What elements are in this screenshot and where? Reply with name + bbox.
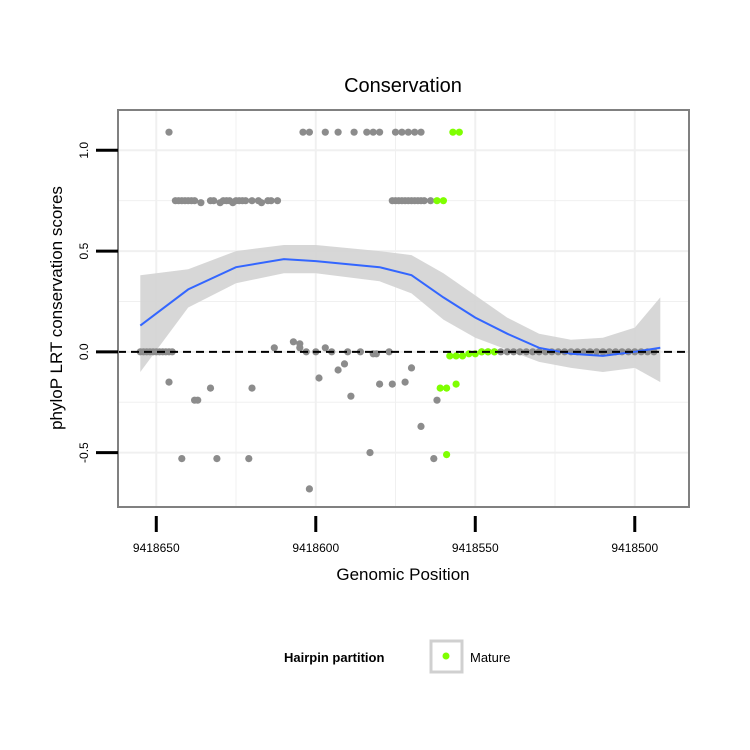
x-axis-title: Genomic Position: [336, 565, 469, 584]
mature-point: [478, 348, 486, 356]
confidence-ribbon: [140, 245, 661, 383]
other-point: [427, 197, 435, 205]
confidence-ribbon-layer: [140, 245, 661, 383]
other-point: [401, 378, 409, 386]
other-point: [165, 128, 173, 136]
smooth-line-layer: [139, 258, 661, 357]
x-tick-label: 9418600: [292, 541, 339, 555]
mature-point: [436, 384, 444, 392]
panel-background: [118, 110, 689, 507]
plot-panel: [117, 109, 690, 508]
y-axis: -0.5 0.0 0.5 1.0: [77, 142, 118, 463]
mature-point: [452, 352, 460, 360]
other-point: [340, 360, 349, 368]
other-point: [503, 348, 511, 356]
other-point: [388, 380, 396, 388]
x-tick-label: 9418500: [611, 541, 658, 555]
other-point: [411, 128, 419, 136]
other-point: [347, 392, 355, 400]
other-point: [273, 197, 282, 205]
other-point: [366, 449, 374, 457]
other-point: [350, 128, 358, 136]
other-point: [248, 384, 256, 392]
other-point: [334, 128, 342, 136]
legend-item-label: Mature: [470, 650, 510, 665]
other-point: [385, 348, 393, 356]
other-point: [257, 199, 266, 207]
other-point: [404, 128, 412, 136]
other-point: [315, 374, 323, 382]
legend-title: Hairpin partition: [284, 650, 384, 665]
panel-border: [117, 109, 690, 508]
other-point: [417, 422, 425, 430]
other-point: [210, 197, 218, 205]
y-tick-label: -0.5: [77, 442, 91, 463]
other-point: [363, 128, 371, 136]
other-point: [245, 455, 253, 463]
other-point: [305, 485, 313, 493]
other-point: [165, 378, 173, 386]
other-point: [305, 128, 313, 136]
other-point: [197, 199, 205, 207]
mature-point: [443, 384, 451, 392]
y-tick-label: 1.0: [77, 142, 91, 159]
other-point: [299, 128, 307, 136]
x-axis: 9418650 9418600 9418550 9418500: [133, 516, 658, 555]
mature-point: [452, 380, 460, 388]
other-point: [242, 197, 250, 205]
other-point: [206, 384, 215, 392]
chart-title: Conservation: [344, 75, 462, 97]
other-point: [398, 128, 406, 136]
other-point: [270, 344, 278, 352]
mature-point: [439, 197, 447, 205]
mature-point: [458, 352, 467, 360]
y-tick-label: 0.0: [77, 343, 91, 360]
mature-point: [433, 197, 441, 205]
mature-point: [446, 352, 454, 360]
mature-point: [490, 348, 498, 356]
other-point: [592, 348, 601, 356]
other-point: [605, 348, 613, 356]
other-point: [417, 128, 425, 136]
mature-point: [443, 451, 451, 459]
other-point: [267, 197, 275, 205]
mature-point: [455, 128, 463, 136]
other-point: [178, 455, 186, 463]
smooth-trend-line: [139, 258, 661, 357]
other-point: [321, 128, 329, 136]
other-point: [433, 396, 441, 404]
other-point: [430, 455, 438, 463]
other-point: [529, 348, 537, 356]
x-tick-label: 9418550: [452, 541, 499, 555]
other-point: [296, 340, 304, 348]
other-point: [376, 380, 384, 388]
legend: Hairpin partition Mature: [284, 639, 510, 674]
other-point: [407, 364, 416, 372]
other-point: [194, 396, 202, 404]
other-point: [356, 348, 364, 356]
y-tick-label: 0.5: [77, 242, 91, 259]
other-point: [334, 366, 342, 374]
other-point: [420, 197, 428, 205]
x-tick-label: 9418650: [133, 541, 180, 555]
other-point: [248, 197, 256, 205]
other-point: [191, 197, 199, 205]
other-point: [376, 128, 384, 136]
other-point: [391, 128, 400, 136]
y-axis-title: phyloP LRT conservation scores: [47, 186, 66, 430]
other-point: [321, 344, 329, 352]
other-point: [213, 455, 221, 463]
mature-point: [449, 128, 457, 136]
other-point: [344, 348, 352, 356]
other-point: [289, 338, 297, 346]
legend-mature-dot: [442, 652, 450, 660]
other-point: [516, 348, 524, 356]
other-point: [369, 128, 377, 136]
